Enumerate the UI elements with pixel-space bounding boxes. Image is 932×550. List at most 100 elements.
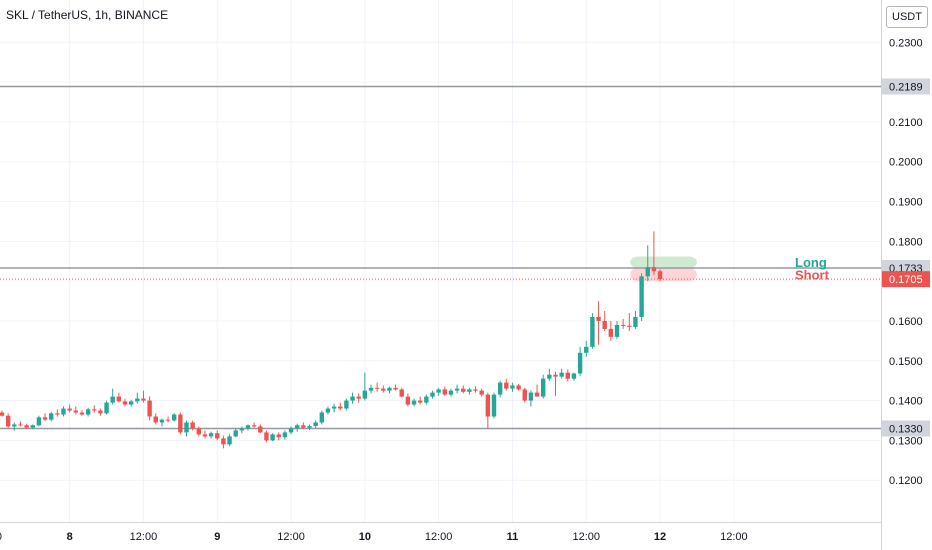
candle xyxy=(590,312,595,349)
candle-body xyxy=(147,400,152,417)
candle xyxy=(215,430,220,441)
candle xyxy=(467,387,472,395)
candle xyxy=(190,420,195,431)
candle xyxy=(18,421,23,427)
candle xyxy=(172,413,177,422)
time-tick-label: 8 xyxy=(67,531,73,543)
candle-body xyxy=(374,387,380,389)
candle xyxy=(295,423,300,432)
candle xyxy=(270,433,275,442)
candle-body xyxy=(399,389,404,397)
candle-body xyxy=(5,415,11,427)
candle-body xyxy=(571,373,577,379)
candle-body xyxy=(424,396,429,403)
candle xyxy=(393,384,398,391)
time-tick-label: 9 xyxy=(214,531,220,543)
candle-body xyxy=(516,385,521,390)
candle xyxy=(159,418,165,427)
candle-body xyxy=(307,426,312,428)
candle-body xyxy=(405,396,411,405)
candle-body xyxy=(448,390,454,395)
candle-body xyxy=(184,422,189,433)
candle-body xyxy=(547,374,552,379)
candle-body xyxy=(553,374,558,377)
price-tick-label: 0.1300 xyxy=(889,435,923,447)
time-tick-label: 12:00 xyxy=(425,531,453,543)
candle-body xyxy=(18,424,23,426)
candle xyxy=(362,372,368,401)
candle-body xyxy=(411,400,417,405)
candle xyxy=(651,231,657,276)
candle xyxy=(516,383,521,391)
candle-body xyxy=(313,422,318,427)
candle-body xyxy=(319,412,324,423)
candle xyxy=(79,410,85,416)
candle-body xyxy=(110,396,115,403)
candle-body xyxy=(393,387,398,390)
candle xyxy=(350,392,355,404)
candle-body xyxy=(61,408,66,415)
candle xyxy=(196,426,201,437)
candle xyxy=(608,320,614,341)
candle xyxy=(528,390,534,407)
candle-body xyxy=(276,434,281,438)
candle xyxy=(430,390,435,399)
candle-body xyxy=(55,413,60,415)
candle xyxy=(325,406,331,415)
candle xyxy=(387,386,392,394)
candle-body xyxy=(528,392,534,401)
candle-body xyxy=(202,434,208,437)
candle-body xyxy=(251,425,257,427)
candle-body xyxy=(73,410,78,413)
candle xyxy=(541,374,546,399)
candle xyxy=(98,408,103,416)
price-tick-label: 0.1500 xyxy=(889,356,923,368)
time-tick-label: 12:00 xyxy=(130,531,158,543)
candle-body xyxy=(264,432,269,441)
candle xyxy=(184,420,189,437)
candle xyxy=(307,424,312,431)
candle xyxy=(479,388,484,397)
candle-body xyxy=(596,316,601,321)
candle xyxy=(245,424,251,431)
candle-body xyxy=(485,394,491,417)
candle xyxy=(497,380,503,398)
candle-body xyxy=(368,387,374,391)
candle xyxy=(534,384,540,397)
candle-body xyxy=(128,401,134,405)
candle xyxy=(411,398,417,407)
candle-body xyxy=(350,396,355,401)
candle-body xyxy=(24,425,29,428)
candle xyxy=(110,388,115,405)
time-axis[interactable] xyxy=(0,522,881,550)
candle-body xyxy=(153,416,158,423)
candle-body xyxy=(42,417,48,420)
candle-body xyxy=(338,406,343,409)
last-price-tag xyxy=(882,271,930,288)
level-price-tag xyxy=(882,420,930,437)
candle-body xyxy=(258,426,263,433)
candle-body xyxy=(325,408,331,413)
candle xyxy=(381,385,386,393)
time-tick-label: 11 xyxy=(507,531,519,543)
candle xyxy=(522,387,527,403)
candle-body xyxy=(491,394,497,417)
candle-body xyxy=(430,392,435,397)
candle-body xyxy=(85,409,91,415)
candle xyxy=(399,387,404,398)
candle-body xyxy=(418,400,423,403)
candle xyxy=(36,415,42,427)
time-tick-label: 10 xyxy=(359,531,371,543)
candle-body xyxy=(49,413,54,420)
candle-body xyxy=(141,398,146,401)
level-price-tag xyxy=(882,78,930,95)
candle xyxy=(24,423,29,429)
currency-badge[interactable]: USDT xyxy=(886,6,928,28)
candle xyxy=(282,430,288,440)
candle xyxy=(368,384,374,394)
candle xyxy=(620,318,626,329)
candle xyxy=(577,346,583,376)
candle-body xyxy=(36,417,42,426)
candle xyxy=(147,396,152,421)
